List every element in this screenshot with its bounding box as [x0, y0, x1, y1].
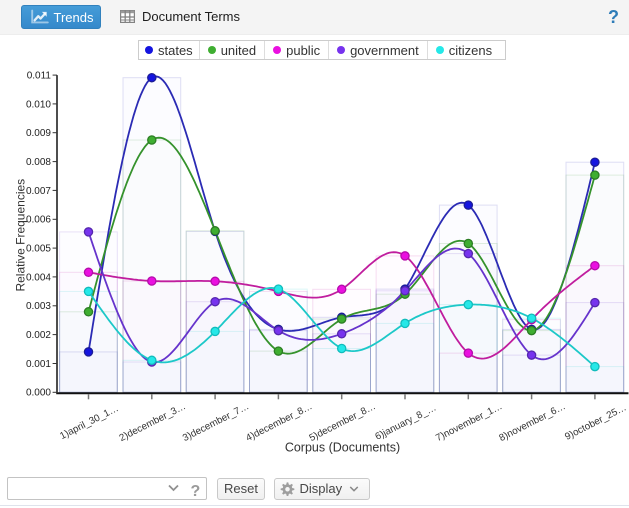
- svg-text:0.006: 0.006: [26, 215, 51, 226]
- svg-text:0.001: 0.001: [26, 359, 51, 370]
- svg-text:3)december_7…: 3)december_7…: [181, 401, 251, 444]
- svg-text:0.002: 0.002: [26, 330, 51, 341]
- svg-text:0.011: 0.011: [27, 71, 52, 82]
- svg-text:8)november_6…: 8)november_6…: [497, 401, 567, 444]
- svg-text:Corpus (Documents): Corpus (Documents): [285, 441, 400, 455]
- svg-text:9)october_25…: 9)october_25…: [563, 402, 628, 442]
- svg-text:0.000: 0.000: [26, 388, 51, 399]
- svg-text:0.009: 0.009: [26, 128, 51, 139]
- svg-text:1)april_30_1…: 1)april_30_1…: [58, 403, 120, 442]
- svg-text:6)january_8_…: 6)january_8_…: [374, 402, 439, 442]
- svg-text:7)november_1…: 7)november_1…: [434, 401, 504, 444]
- svg-text:0.007: 0.007: [26, 186, 51, 197]
- svg-text:0.004: 0.004: [26, 272, 51, 283]
- svg-text:0.005: 0.005: [26, 244, 51, 255]
- svg-text:Relative Frequencies: Relative Frequencies: [13, 179, 27, 292]
- svg-text:0.008: 0.008: [26, 157, 51, 168]
- svg-text:0.003: 0.003: [26, 301, 51, 312]
- svg-text:0.010: 0.010: [26, 99, 51, 110]
- svg-text:2)december_3…: 2)december_3…: [118, 401, 188, 444]
- svg-text:4)december_8…: 4)december_8…: [244, 401, 314, 444]
- svg-text:5)december_8…: 5)december_8…: [308, 401, 378, 444]
